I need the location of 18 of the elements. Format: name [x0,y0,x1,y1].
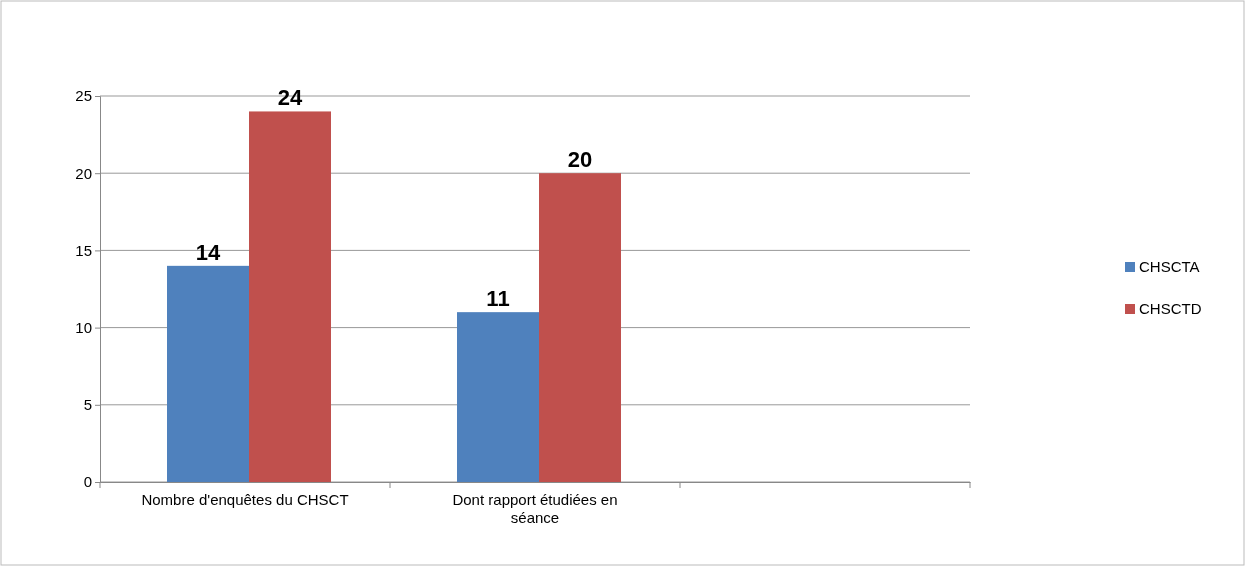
x-tick-label: Dont rapport étudiées en séance [452,490,618,526]
legend-label: CHSCTA [1139,258,1200,275]
bar [457,312,539,482]
data-label: 20 [567,147,593,173]
data-label: 11 [486,286,510,312]
y-tick-label: 10 [75,318,92,336]
y-tick-label: 0 [83,473,92,491]
legend-label: CHSCTD [1139,300,1202,317]
y-tick-label: 20 [75,164,92,182]
y-tick-label: 25 [75,87,92,105]
bar [167,265,249,482]
y-tick-label: 5 [83,396,92,414]
data-label: 14 [195,239,221,265]
bar [539,173,621,482]
y-tick-label: 15 [75,241,92,259]
data-label: 24 [277,85,303,111]
bar [249,111,331,482]
x-tick-label: Nombre d'enquêtes du CHSCT [141,490,349,508]
